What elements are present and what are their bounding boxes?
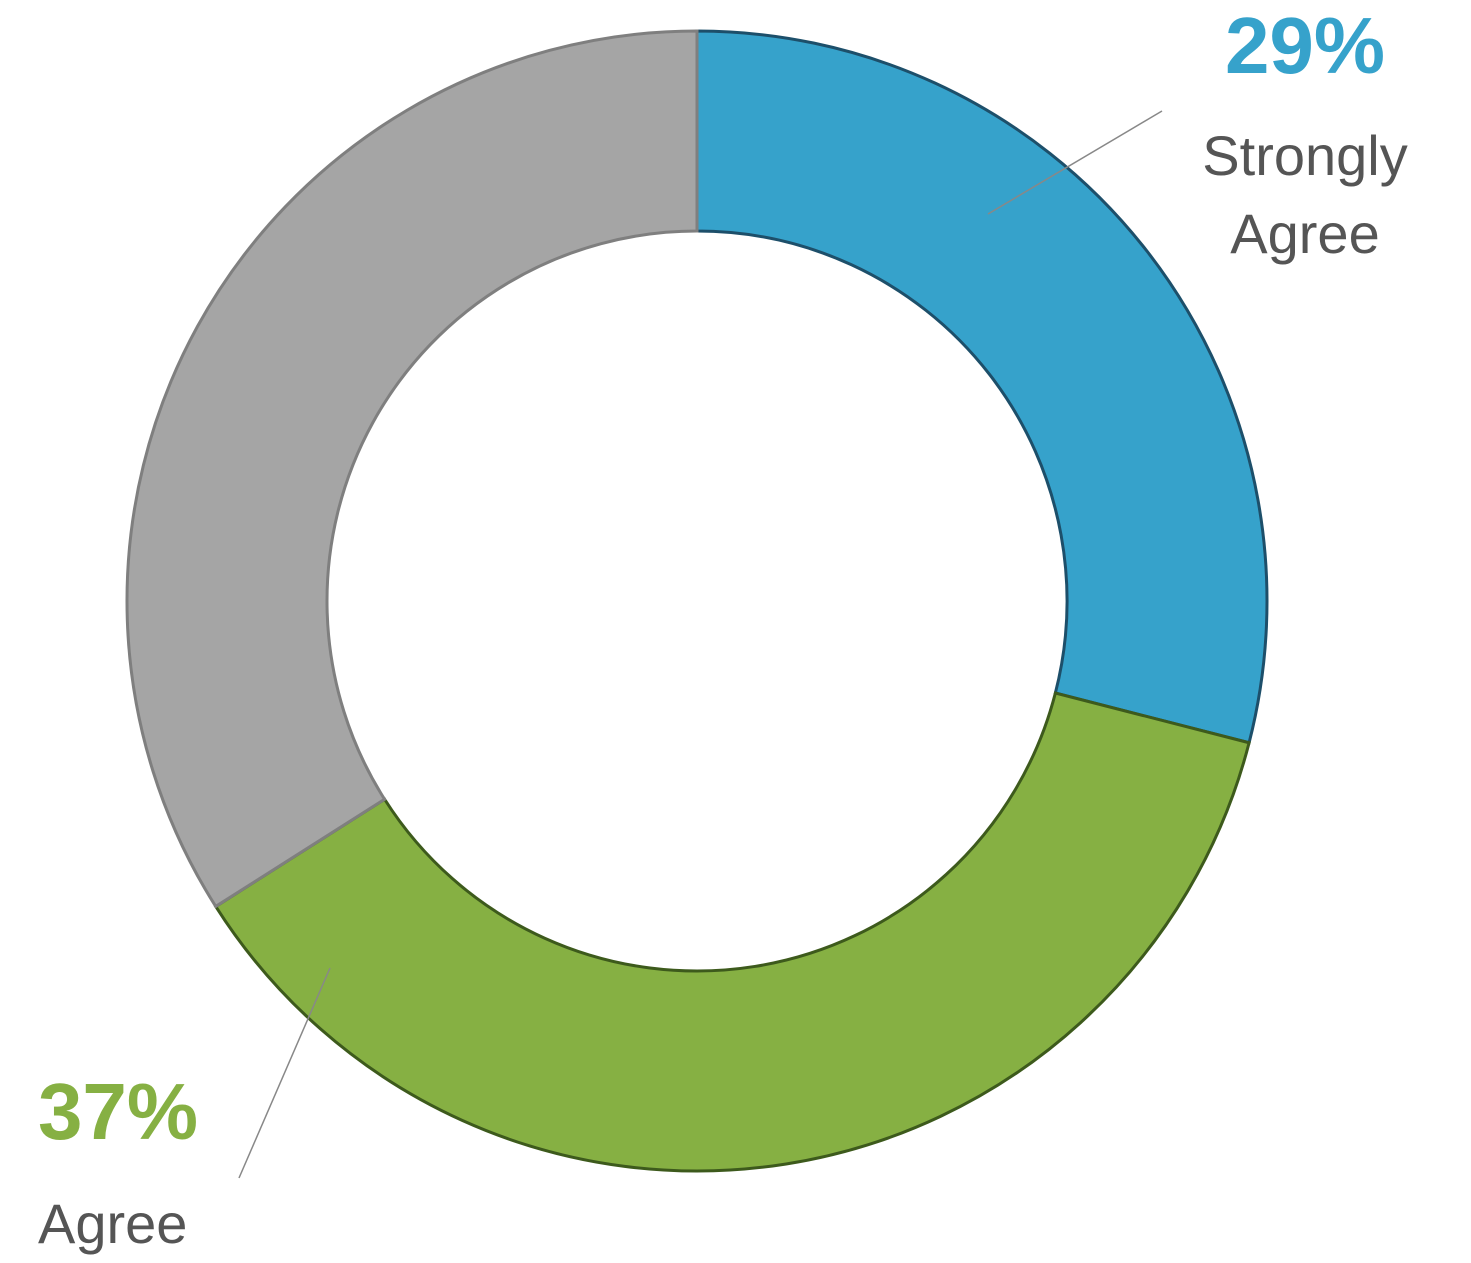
category-label-line: Strongly (1202, 124, 1407, 187)
category-label-line: Agree (1230, 202, 1379, 265)
category-label: Agree (38, 1192, 187, 1255)
category-label: Strongly Agree (1202, 124, 1407, 265)
value-label: 37% (38, 1067, 198, 1156)
category-label-line: Agree (38, 1192, 187, 1255)
leader-line (238, 967, 331, 1179)
donut-segment (125, 29, 699, 909)
leader-line (987, 110, 1163, 215)
donut-segment (695, 29, 1269, 745)
value-label: 29% (1225, 1, 1385, 90)
donut-segment (213, 691, 1251, 1173)
